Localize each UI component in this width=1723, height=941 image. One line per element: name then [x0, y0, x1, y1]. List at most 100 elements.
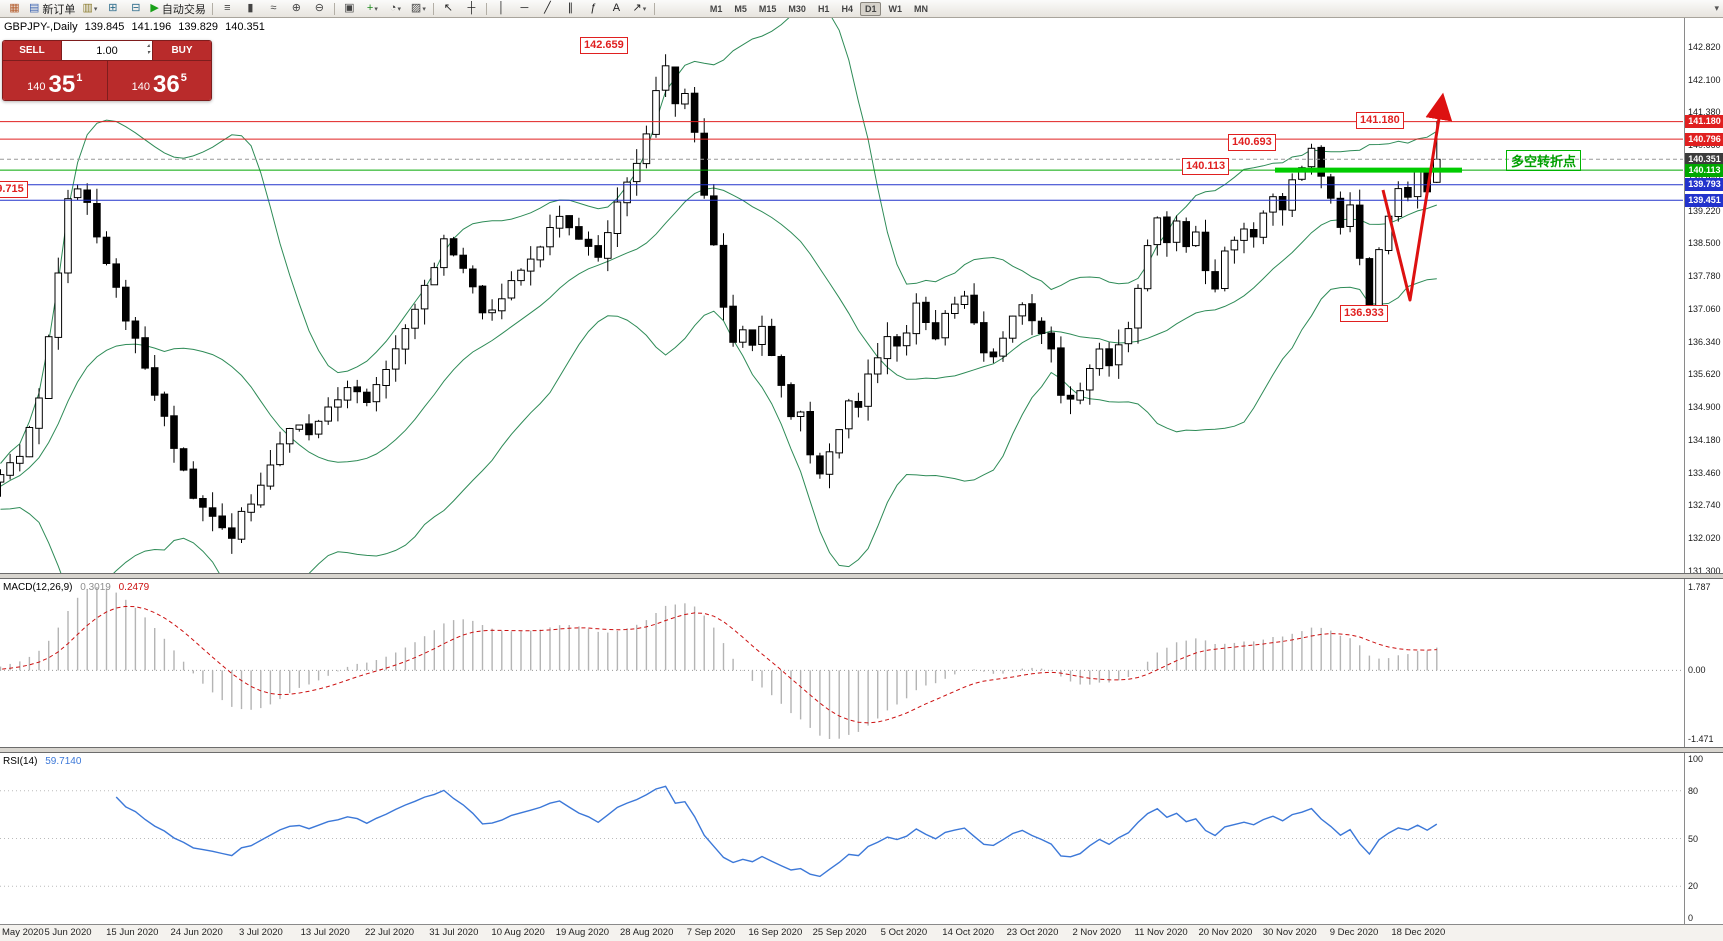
- volume-down-icon[interactable]: ▾: [146, 49, 150, 56]
- navigator-button[interactable]: ⊟: [124, 0, 147, 18]
- vertical-line-button[interactable]: │: [490, 0, 513, 18]
- toolbar-overflow-icon[interactable]: ▾: [1714, 3, 1719, 13]
- equidistant-channel-button[interactable]: ∥: [559, 0, 582, 18]
- chart-profiles-button[interactable]: ▥ ▾: [78, 0, 101, 18]
- fibonacci-retracement-button[interactable]: ƒ: [582, 0, 605, 18]
- new-chart-button[interactable]: ▦: [3, 0, 26, 18]
- date-label: 19 Aug 2020: [555, 927, 610, 938]
- text-label-icon: A: [612, 2, 621, 14]
- price-axis[interactable]: 142.820142.100141.380140.660139.940139.2…: [1684, 18, 1723, 924]
- bar-chart-icon: ≡: [224, 2, 231, 14]
- text-label-button[interactable]: A: [605, 0, 628, 18]
- ohlc-low: 139.829: [178, 21, 219, 33]
- bar-chart-button[interactable]: ≡: [216, 0, 239, 18]
- buy-price-button[interactable]: 140 36 5: [106, 61, 211, 100]
- price-callout[interactable]: 141.180: [1356, 112, 1404, 129]
- date-label: 3 Jul 2020: [238, 927, 283, 938]
- price-tick: 141.380: [1688, 107, 1721, 118]
- new-order-button[interactable]: ▤ 新订单: [26, 0, 78, 18]
- macd-panel[interactable]: [0, 579, 1683, 747]
- candlestick-chart-button[interactable]: ▮: [239, 0, 262, 18]
- timeframe-m15[interactable]: M15: [758, 3, 777, 14]
- navigator-icon: ⊟: [131, 2, 141, 14]
- price-callout[interactable]: 142.659: [580, 37, 628, 54]
- arrows-tool-button[interactable]: ↗ ▾: [628, 0, 651, 18]
- date-label: 15 Jun 2020: [106, 927, 159, 938]
- axis-badge: 139.793: [1685, 178, 1723, 192]
- chevron-down-icon: ▾: [397, 5, 401, 13]
- toolbar-separator: [485, 2, 487, 15]
- price-callout[interactable]: 136.933: [1340, 305, 1388, 322]
- macd-label: MACD(12,26,9) 0.3019 0.2479: [3, 582, 150, 593]
- auto-trading-button[interactable]: ▶ 自动交易: [147, 0, 208, 18]
- date-label: 31 Jul 2020: [429, 927, 479, 938]
- chevron-down-icon: ▾: [642, 5, 647, 13]
- zoom-out-button[interactable]: ⊖: [308, 0, 331, 18]
- macd-tick: 1.787: [1688, 582, 1711, 592]
- volume-stepper[interactable]: ▴ ▾: [147, 43, 150, 56]
- timeframe-m5[interactable]: M5: [734, 3, 747, 14]
- indicators-icon: +: [366, 2, 374, 14]
- date-label: 14 Oct 2020: [942, 927, 995, 938]
- macd-main-value: 0.3019: [80, 582, 111, 593]
- volume-input[interactable]: 1.00 ▴ ▾: [61, 41, 153, 60]
- horizontal-line-button[interactable]: ─: [513, 0, 536, 18]
- timeframe-m1[interactable]: M1: [709, 3, 723, 14]
- periods-button[interactable]: ◔ ▾: [384, 0, 407, 18]
- trendline-button[interactable]: ╱: [536, 0, 559, 18]
- chart-info-line: GBPJPY-,Daily 139.845 141.196 139.829 14…: [4, 21, 269, 33]
- date-label: 5 Oct 2020: [880, 927, 928, 938]
- price-tick: 142.820: [1688, 42, 1721, 52]
- tile-windows-icon: ▣: [344, 2, 355, 14]
- price-callout[interactable]: 140.113: [1182, 158, 1230, 175]
- zoom-in-icon: ⊕: [291, 2, 301, 14]
- date-label: 16 Sep 2020: [748, 927, 803, 938]
- cursor-button[interactable]: ↖: [437, 0, 460, 18]
- line-chart-button[interactable]: ≈: [262, 0, 285, 18]
- sell-price-button[interactable]: 140 35 1: [3, 61, 107, 100]
- price-tick: 139.220: [1688, 205, 1721, 216]
- rsi-tick: 50: [1688, 833, 1699, 844]
- turning-point-annotation[interactable]: 多空转折点: [1506, 150, 1582, 171]
- price-callout[interactable]: 140.693: [1228, 134, 1276, 151]
- panel-divider-rsi[interactable]: [0, 747, 1723, 753]
- date-label: 10 Aug 2020: [491, 927, 545, 938]
- date-label: 25 Sep 2020: [812, 927, 867, 938]
- sell-button[interactable]: SELL: [3, 41, 61, 60]
- price-tick: 131.300: [1688, 565, 1721, 576]
- date-label: 24 Jun 2020: [170, 927, 223, 938]
- symbol-period-label: GBPJPY-,Daily: [4, 21, 78, 33]
- price-callout[interactable]: 139.715: [0, 181, 28, 198]
- axis-badge: 139.451: [1685, 193, 1723, 207]
- price-tick: 135.620: [1688, 369, 1721, 380]
- crosshair-button[interactable]: ┼: [460, 0, 483, 18]
- buy-button[interactable]: BUY: [153, 41, 211, 60]
- price-tick: 132.740: [1688, 500, 1721, 511]
- zoom-in-button[interactable]: ⊕: [285, 0, 308, 18]
- rsi-panel[interactable]: [0, 753, 1683, 924]
- new-chart-icon: ▦: [9, 2, 20, 14]
- timeframe-m30[interactable]: M30: [788, 3, 806, 14]
- indicators-button[interactable]: + ▾: [361, 0, 384, 18]
- toolbar-separator: [333, 2, 335, 15]
- volume-value: 1.00: [96, 44, 118, 57]
- volume-up-icon[interactable]: ▴: [146, 43, 150, 49]
- timeframe-mn[interactable]: MN: [913, 3, 928, 14]
- market-watch-button[interactable]: ⊞: [101, 0, 124, 18]
- price-tick: 136.340: [1688, 336, 1721, 347]
- axis-badge: 140.113: [1685, 163, 1723, 177]
- timeframe-h4[interactable]: H4: [841, 3, 853, 14]
- panel-divider-macd[interactable]: [0, 573, 1723, 579]
- ohlc-close: 140.351: [225, 21, 265, 33]
- date-label: 28 Aug 2020: [620, 927, 674, 938]
- timeframe-w1[interactable]: W1: [888, 3, 902, 14]
- crosshair-icon: ┼: [467, 2, 476, 14]
- rsi-tick: 20: [1688, 881, 1699, 892]
- macd-tick: 0.00: [1688, 665, 1706, 676]
- tile-windows-button[interactable]: ▣: [338, 0, 361, 18]
- toolbar-separator: [211, 2, 213, 15]
- templates-button[interactable]: ▨ ▾: [407, 0, 430, 18]
- timeframe-d1[interactable]: D1: [859, 1, 882, 16]
- timeframe-h1[interactable]: H1: [817, 3, 830, 14]
- main-chart[interactable]: [0, 18, 1683, 573]
